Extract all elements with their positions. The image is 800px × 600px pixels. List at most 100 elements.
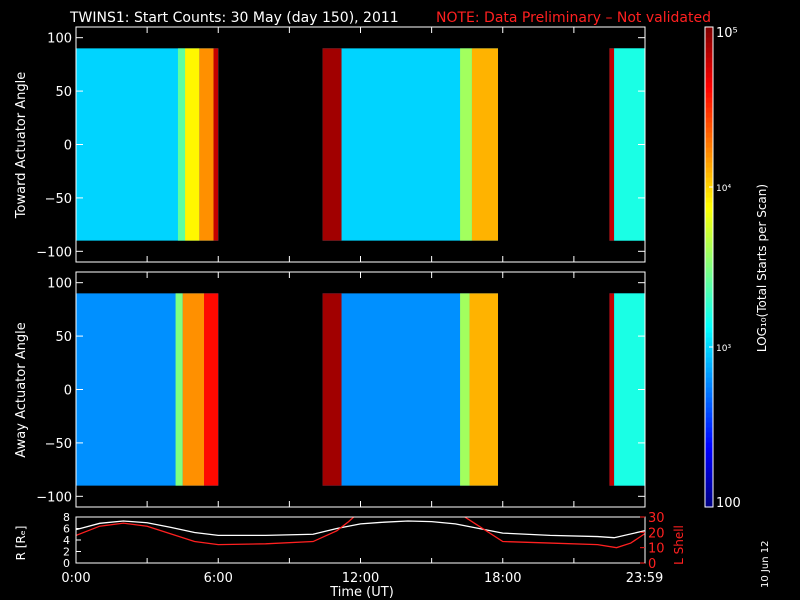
r-tick-label: 6 <box>63 523 70 536</box>
heatmap-band <box>182 293 205 486</box>
colorbar-segment <box>705 167 713 173</box>
lshell-tick-label: 20 <box>648 526 665 541</box>
time-tick-label: 0:00 <box>61 571 90 586</box>
heatmap-band <box>469 293 499 486</box>
lshell-tick-label: 0 <box>648 557 656 572</box>
r-series-line <box>76 520 645 539</box>
colorbar-segment <box>705 332 713 338</box>
colorbar-segment <box>705 132 713 138</box>
heatmap-band <box>177 48 186 241</box>
colorbar-segment <box>705 297 713 303</box>
y-tick-label: 0 <box>64 384 72 399</box>
date-stamp: 10 Jun 12 <box>760 541 771 588</box>
colorbar-segment <box>705 162 713 168</box>
r-tick-label: 4 <box>63 534 70 547</box>
colorbar-segment <box>705 237 713 243</box>
colorbar-segment <box>705 272 713 278</box>
colorbar-segment <box>705 52 713 58</box>
colorbar-segment <box>705 422 713 428</box>
colorbar-segment <box>705 387 713 393</box>
colorbar-segment <box>705 312 713 318</box>
colorbar-segment <box>705 72 713 78</box>
colorbar-segment <box>705 337 713 343</box>
lshell-axis-label: L Shell <box>672 525 686 565</box>
r-axis-label: R [Rₑ] <box>14 526 28 561</box>
colorbar-segment <box>705 117 713 123</box>
colorbar-segment <box>705 57 713 63</box>
colorbar-segment <box>705 232 713 238</box>
colorbar-segment <box>705 352 713 358</box>
chart-note: NOTE: Data Preliminary – Not validated <box>436 10 711 26</box>
colorbar-segment <box>705 277 713 283</box>
colorbar-segment <box>705 477 713 483</box>
colorbar-segment <box>705 137 713 143</box>
colorbar-segment <box>705 357 713 363</box>
heatmap-band <box>609 48 615 241</box>
colorbar-segment <box>705 42 713 48</box>
colorbar-segment <box>705 327 713 333</box>
heatmap-band <box>609 293 615 486</box>
colorbar-segment <box>705 142 713 148</box>
toward-angle-panel: 100 50 0 −50 −100 <box>36 26 646 263</box>
colorbar-segment <box>705 37 713 43</box>
lshell-series-line <box>76 517 645 549</box>
colorbar-segment <box>705 192 713 198</box>
r-tick-label: 8 <box>63 511 70 524</box>
r-tick-label: 0 <box>63 557 70 570</box>
colorbar-segment <box>705 317 713 323</box>
colorbar-segment <box>705 367 713 373</box>
colorbar-segment <box>705 452 713 458</box>
colorbar-segment <box>705 97 713 103</box>
colorbar-segment <box>705 82 713 88</box>
colorbar-segment <box>705 157 713 163</box>
colorbar-segment <box>705 147 713 153</box>
colorbar-segment <box>705 212 713 218</box>
colorbar-segment <box>705 472 713 478</box>
y-tick-label: 100 <box>47 32 72 47</box>
colorbar-segment <box>705 467 713 473</box>
heatmap-band <box>471 48 499 241</box>
colorbar-segment <box>705 77 713 83</box>
y-tick-label: −100 <box>36 245 72 260</box>
colorbar-segment <box>705 122 713 128</box>
chart-title: TWINS1: Start Counts: 30 May (day 150), … <box>69 10 399 26</box>
y-tick-label: −100 <box>36 490 72 505</box>
colorbar-tick-label: 10⁴ <box>716 184 731 194</box>
time-tick-label: 23:59 <box>626 571 663 586</box>
y-tick-label: −50 <box>45 437 72 452</box>
colorbar-segment <box>705 202 713 208</box>
colorbar-segment <box>705 427 713 433</box>
y-tick-label: 50 <box>55 330 72 345</box>
colorbar-segment <box>705 492 713 498</box>
y-tick-label: 0 <box>64 139 72 154</box>
colorbar-segment <box>705 87 713 93</box>
colorbar-segment <box>705 417 713 423</box>
heatmap-band <box>460 293 470 486</box>
colorbar-segment <box>705 92 713 98</box>
colorbar-segment <box>705 217 713 223</box>
colorbar-segment <box>705 437 713 443</box>
colorbar-segment <box>705 197 713 203</box>
colorbar-label: LOG₁₀(Total Starts per Scan) <box>755 184 769 352</box>
heatmap-band <box>204 293 219 486</box>
colorbar-segment <box>705 292 713 298</box>
colorbar-segment <box>705 432 713 438</box>
colorbar-segment <box>705 382 713 388</box>
colorbar-segment <box>705 107 713 113</box>
colorbar-segment <box>705 347 713 353</box>
colorbar-segment <box>705 397 713 403</box>
colorbar-segment <box>705 222 713 228</box>
colorbar-segment <box>705 502 713 508</box>
heatmap-band <box>322 293 342 486</box>
y-tick-label: −50 <box>45 192 72 207</box>
colorbar-segment <box>705 182 713 188</box>
y-tick-label: 100 <box>47 277 72 292</box>
colorbar: 100 10³ 10⁴ 10⁵ <box>704 26 741 511</box>
time-tick-label: 18:00 <box>484 571 521 586</box>
colorbar-segment <box>705 112 713 118</box>
colorbar-segment <box>705 392 713 398</box>
colorbar-segment <box>705 402 713 408</box>
colorbar-segment <box>705 372 713 378</box>
